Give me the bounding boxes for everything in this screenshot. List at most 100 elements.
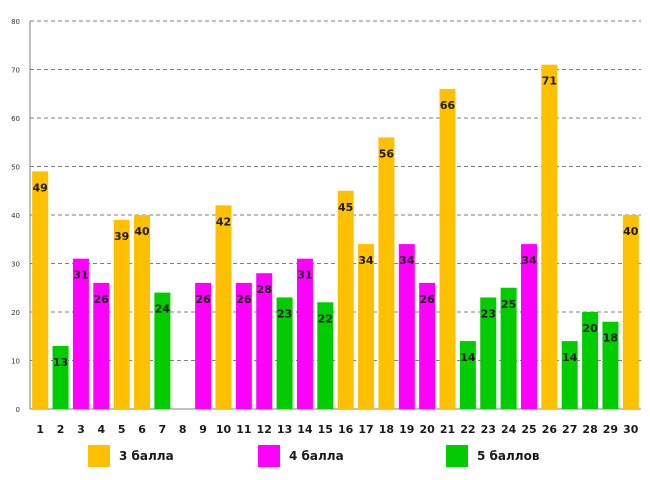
bar bbox=[317, 302, 334, 409]
bar bbox=[235, 282, 252, 409]
x-tick-label: 25 bbox=[521, 423, 536, 436]
x-tick-label: 12 bbox=[257, 423, 272, 436]
bar-value-label: 23 bbox=[481, 307, 496, 320]
bar bbox=[561, 341, 578, 409]
bar bbox=[459, 341, 476, 409]
bar-value-label: 25 bbox=[501, 298, 516, 311]
bar-value-label: 39 bbox=[114, 230, 129, 243]
bar bbox=[419, 282, 436, 409]
bar bbox=[622, 215, 639, 409]
bar bbox=[134, 215, 151, 409]
x-tick-label: 28 bbox=[582, 423, 597, 436]
bar-value-label: 66 bbox=[440, 99, 456, 112]
y-tick-label: 80 bbox=[11, 18, 20, 26]
x-tick-label: 17 bbox=[358, 423, 373, 436]
bar-value-label: 42 bbox=[216, 215, 231, 228]
x-tick-label: 1 bbox=[36, 423, 44, 436]
legend-item-4-points: 4 балла bbox=[258, 444, 344, 468]
bar bbox=[398, 244, 415, 409]
y-tick-label: 0 bbox=[16, 406, 20, 414]
bar-value-label: 14 bbox=[460, 351, 476, 364]
x-tick-label: 7 bbox=[159, 423, 167, 436]
bar bbox=[541, 64, 558, 410]
bar-value-label: 24 bbox=[155, 303, 171, 316]
x-tick-label: 15 bbox=[318, 423, 333, 436]
bar-value-label: 31 bbox=[73, 269, 88, 282]
x-tick-label: 9 bbox=[199, 423, 207, 436]
bar bbox=[154, 292, 171, 409]
x-tick-label: 4 bbox=[97, 423, 105, 436]
y-tick-label: 20 bbox=[11, 309, 20, 317]
bar-value-label: 22 bbox=[318, 312, 333, 325]
bar-value-label: 34 bbox=[358, 254, 374, 267]
bar-value-label: 34 bbox=[521, 254, 537, 267]
bar bbox=[93, 282, 110, 409]
bar bbox=[256, 273, 273, 409]
bar bbox=[582, 312, 599, 409]
bar-value-label: 45 bbox=[338, 201, 353, 214]
legend-item-5-points: 5 баллов bbox=[446, 444, 539, 468]
x-tick-label: 21 bbox=[440, 423, 455, 436]
bar bbox=[358, 244, 375, 409]
x-tick-label: 8 bbox=[179, 423, 187, 436]
bar-value-label: 49 bbox=[33, 181, 48, 194]
legend-swatch-3-points bbox=[88, 445, 110, 467]
bar-value-label: 28 bbox=[257, 283, 272, 296]
x-tick-label: 5 bbox=[118, 423, 126, 436]
bar-value-label: 26 bbox=[419, 293, 435, 306]
bar bbox=[113, 219, 130, 409]
bar bbox=[337, 190, 354, 409]
bar bbox=[52, 345, 69, 409]
x-tick-label: 30 bbox=[623, 423, 639, 436]
x-tick-label: 14 bbox=[297, 423, 313, 436]
x-tick-label: 11 bbox=[236, 423, 251, 436]
bar bbox=[439, 88, 456, 410]
x-tick-label: 16 bbox=[338, 423, 354, 436]
bar-value-label: 14 bbox=[562, 351, 578, 364]
bar-value-label: 20 bbox=[582, 322, 598, 335]
bar-value-label: 26 bbox=[94, 293, 110, 306]
x-tick-label: 20 bbox=[419, 423, 435, 436]
legend-label-5-points: 5 баллов bbox=[477, 449, 540, 463]
bar bbox=[480, 297, 497, 409]
y-tick-label: 40 bbox=[11, 212, 20, 220]
legend-swatch-5-points bbox=[446, 445, 468, 467]
bar bbox=[195, 282, 212, 409]
x-tick-label: 29 bbox=[603, 423, 618, 436]
x-tick-label: 18 bbox=[379, 423, 394, 436]
bar-value-label: 34 bbox=[399, 254, 415, 267]
y-tick-label: 10 bbox=[11, 358, 20, 366]
bar-value-label: 31 bbox=[297, 269, 312, 282]
x-tick-label: 2 bbox=[57, 423, 65, 436]
y-tick-label: 30 bbox=[11, 261, 20, 269]
bar-value-label: 40 bbox=[134, 225, 150, 238]
legend-swatch-4-points bbox=[258, 445, 280, 467]
bar-value-label: 18 bbox=[603, 332, 618, 345]
legend-label-3-points: 3 балла bbox=[119, 449, 174, 463]
bar bbox=[602, 321, 619, 409]
bar bbox=[296, 258, 313, 409]
y-tick-label: 60 bbox=[11, 115, 20, 123]
bar bbox=[378, 137, 395, 409]
x-tick-label: 24 bbox=[501, 423, 517, 436]
x-tick-label: 26 bbox=[542, 423, 558, 436]
bar-value-label: 26 bbox=[195, 293, 211, 306]
bar bbox=[215, 205, 232, 409]
x-tick-label: 23 bbox=[481, 423, 496, 436]
bar bbox=[32, 171, 49, 409]
x-tick-label: 3 bbox=[77, 423, 85, 436]
x-tick-label: 6 bbox=[138, 423, 146, 436]
x-tick-label: 27 bbox=[562, 423, 577, 436]
y-tick-label: 70 bbox=[11, 67, 20, 75]
legend-label-4-points: 4 балла bbox=[289, 449, 344, 463]
x-tick-label: 10 bbox=[216, 423, 232, 436]
legend-item-3-points: 3 балла bbox=[88, 444, 174, 468]
bar-value-label: 13 bbox=[53, 356, 68, 369]
bar-value-label: 40 bbox=[623, 225, 639, 238]
bar bbox=[520, 244, 537, 409]
y-tick-label: 50 bbox=[11, 164, 20, 172]
bar-value-label: 26 bbox=[236, 293, 252, 306]
x-tick-label: 13 bbox=[277, 423, 292, 436]
x-tick-label: 22 bbox=[460, 423, 475, 436]
